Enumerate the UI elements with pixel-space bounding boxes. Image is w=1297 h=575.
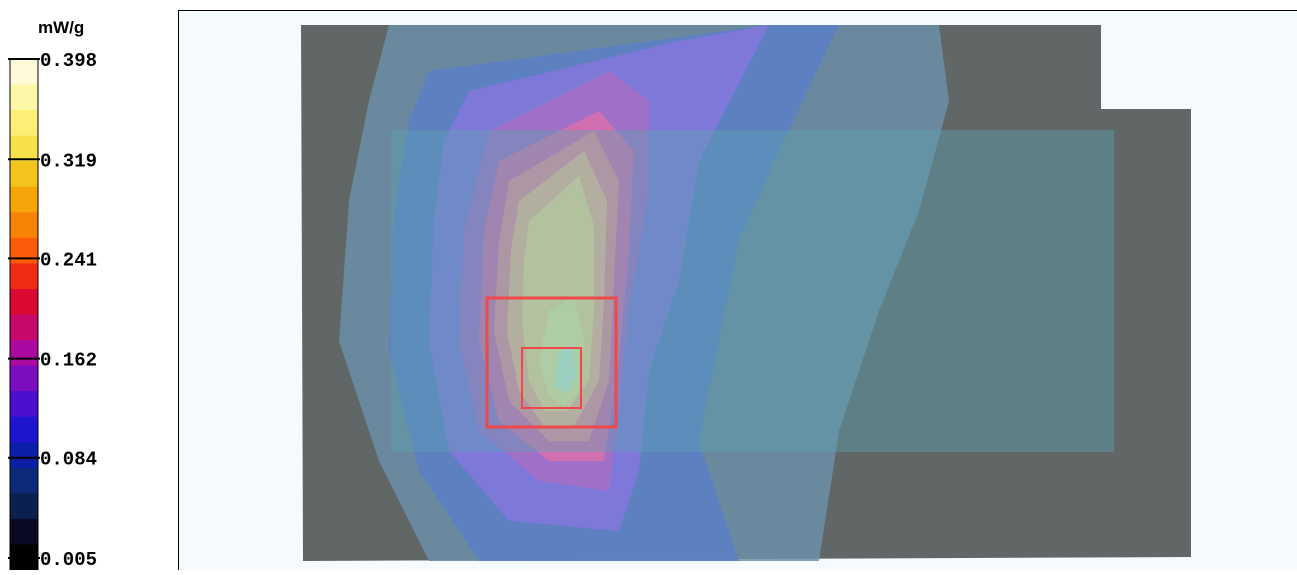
colorbar-tick-label: 0.398 <box>40 50 97 72</box>
colorbar-swatch <box>10 135 38 162</box>
sar-map-svg <box>301 25 1191 561</box>
colorbar-ticks: 0.398 0.319 0.241 0.162 0.084 0.005 <box>8 50 97 571</box>
colorbar-swatch <box>10 110 38 137</box>
colorbar-swatch <box>10 518 38 546</box>
colorbar-swatch <box>10 416 38 443</box>
colorbar-legend: mW/g 0.398 0.319 0.241 0.162 0.084 0.005 <box>0 0 180 571</box>
colorbar-swatch <box>10 288 38 316</box>
colorbar-swatch <box>10 467 38 494</box>
colorbar-tick-label: 0.241 <box>40 249 97 271</box>
colorbar-swatch <box>10 340 38 367</box>
colorbar-swatch <box>10 442 38 469</box>
colorbar-tick-label: 0.005 <box>40 549 97 570</box>
colorbar-tick-label: 0.084 <box>40 449 97 471</box>
colorbar-swatch <box>10 391 38 418</box>
colorbar-swatch <box>10 314 38 341</box>
colorbar-swatch <box>10 186 38 213</box>
colorbar-swatch <box>10 161 38 188</box>
sar-distribution-plot <box>178 10 1297 570</box>
zoom-scan-outer-box <box>485 296 618 429</box>
device-outline-overlay <box>391 130 1114 452</box>
colorbar-swatch <box>10 365 38 392</box>
colorbar-swatch <box>10 59 38 86</box>
colorbar-tick-label: 0.319 <box>40 150 97 172</box>
colorbar-swatch <box>10 237 38 264</box>
contour-peak <box>555 346 577 393</box>
zoom-scan-inner-box <box>521 347 582 409</box>
colorbar-tick-label: 0.162 <box>40 350 97 372</box>
colorbar-swatch <box>10 263 38 290</box>
colorbar-swatch <box>10 84 38 111</box>
colorbar-swatch <box>10 493 38 520</box>
colorbar-unit-label: mW/g <box>38 18 84 37</box>
colorbar-svg: mW/g 0.398 0.319 0.241 0.162 0.084 0.005 <box>8 18 97 571</box>
colorbar-swatch <box>10 212 38 239</box>
colorbar-swatches <box>9 58 39 571</box>
